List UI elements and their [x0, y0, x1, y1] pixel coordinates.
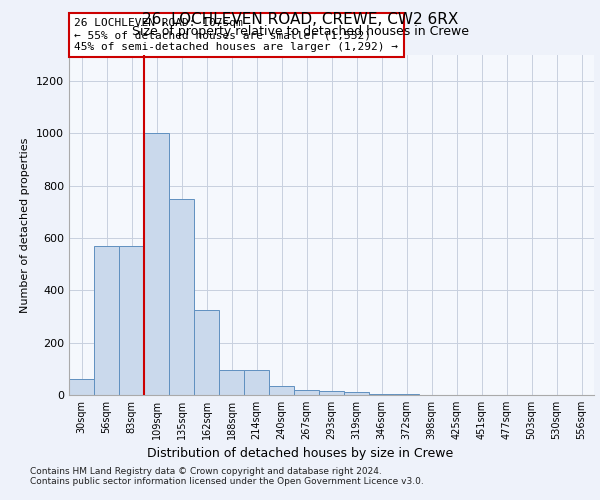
Text: Contains HM Land Registry data © Crown copyright and database right 2024.: Contains HM Land Registry data © Crown c…	[30, 468, 382, 476]
Text: Contains public sector information licensed under the Open Government Licence v3: Contains public sector information licen…	[30, 478, 424, 486]
Text: 26 LOCHLEVEN ROAD: 107sqm
← 55% of detached houses are smaller (1,552)
45% of se: 26 LOCHLEVEN ROAD: 107sqm ← 55% of detac…	[74, 18, 398, 52]
Bar	[394, 394, 419, 395]
Bar	[94, 246, 119, 395]
Bar	[294, 390, 319, 395]
Bar	[144, 134, 169, 395]
Text: Size of property relative to detached houses in Crewe: Size of property relative to detached ho…	[131, 25, 469, 38]
Bar	[269, 386, 294, 395]
Y-axis label: Number of detached properties: Number of detached properties	[20, 138, 31, 312]
Bar	[369, 394, 394, 395]
Bar	[219, 370, 244, 395]
Bar	[169, 199, 194, 395]
Bar	[344, 392, 369, 395]
Text: Distribution of detached houses by size in Crewe: Distribution of detached houses by size …	[147, 448, 453, 460]
Bar	[69, 380, 94, 395]
Bar	[194, 310, 219, 395]
Bar	[244, 370, 269, 395]
Bar	[119, 246, 144, 395]
Bar	[319, 391, 344, 395]
Text: 26, LOCHLEVEN ROAD, CREWE, CW2 6RX: 26, LOCHLEVEN ROAD, CREWE, CW2 6RX	[142, 12, 458, 28]
